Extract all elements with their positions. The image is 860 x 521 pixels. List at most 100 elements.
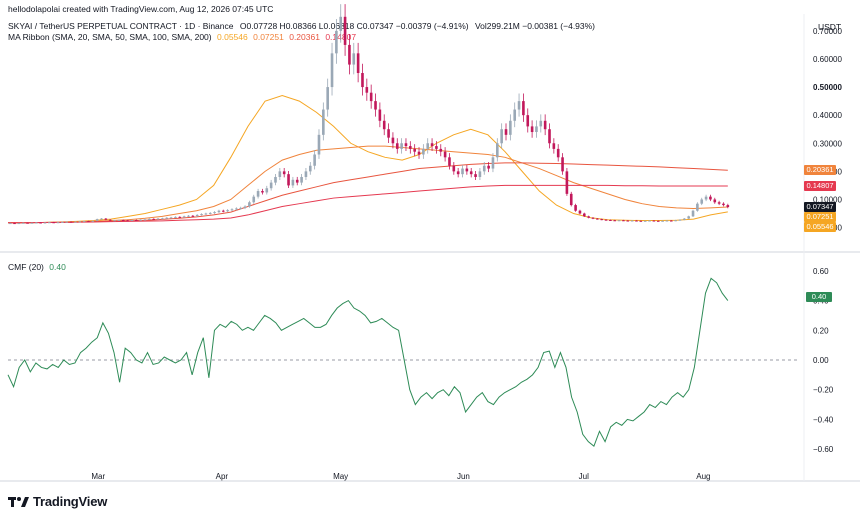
candle-body — [417, 151, 421, 155]
candle-body — [165, 217, 169, 219]
candle-body — [617, 220, 621, 222]
cmf-tick-label: −0.60 — [813, 445, 834, 454]
tradingview-logo-icon — [8, 496, 29, 507]
candle-body — [622, 220, 625, 222]
candle-body — [504, 129, 508, 135]
candle-body — [704, 196, 708, 200]
candle-body — [200, 214, 203, 216]
candle-body — [565, 171, 569, 194]
candle-body — [652, 220, 656, 222]
candle-body — [717, 202, 721, 204]
sma200-line — [8, 184, 728, 224]
candle-body — [582, 213, 586, 217]
candle-body — [195, 214, 199, 217]
candle-body — [282, 171, 286, 175]
candle-body — [643, 220, 647, 222]
candle-body — [204, 213, 208, 215]
candle-body — [361, 73, 364, 88]
candle-body — [404, 143, 408, 147]
cmf-legend[interactable]: CMF (20) 0.40 — [8, 262, 66, 272]
candle-body — [208, 212, 212, 214]
candle-body — [569, 193, 573, 206]
ma50-value: 0.07251 — [253, 32, 284, 42]
candle-body — [13, 223, 16, 225]
candle-body — [722, 203, 725, 206]
candle-body — [669, 220, 673, 222]
candle-body — [104, 218, 108, 220]
candle-body — [535, 126, 538, 133]
candle-body — [400, 143, 403, 149]
symbol-info-row: SKYAI / TetherUS PERPETUAL CONTRACT · 1D… — [8, 21, 595, 31]
candle-body — [530, 126, 534, 133]
candle-body — [152, 218, 156, 220]
candle-body — [126, 220, 129, 222]
candle-body — [713, 199, 717, 203]
candle-body — [543, 120, 547, 130]
candle-body — [469, 171, 473, 175]
cmf-tick-label: 0.60 — [813, 267, 829, 276]
price-tick-label: 0.40000 — [813, 111, 842, 120]
candle-body — [578, 210, 582, 214]
symbol-title[interactable]: SKYAI / TetherUS PERPETUAL CONTRACT · 1D… — [8, 21, 234, 31]
candle-body — [456, 171, 460, 175]
candle-body — [217, 210, 221, 213]
cmf-label: CMF (20) — [8, 262, 44, 272]
cmf-line — [7, 277, 729, 447]
volume-values: Vol299.21M −0.00381 (−4.93%) — [474, 21, 596, 31]
candle-body — [413, 148, 416, 152]
candle-body — [235, 208, 238, 210]
candle-body — [48, 222, 51, 224]
candle-body — [656, 220, 660, 222]
candle-body — [187, 215, 190, 217]
cmf-legend-value: 0.40 — [49, 262, 66, 272]
candle-body — [278, 171, 282, 177]
price-tag: 0.07251 — [804, 211, 836, 222]
candle-body — [269, 182, 273, 189]
candle-body — [161, 218, 164, 220]
candle-body — [139, 219, 142, 221]
candle-body — [474, 174, 477, 177]
candle-body — [596, 218, 599, 220]
candle-body — [300, 176, 303, 183]
candle-body — [213, 212, 216, 214]
time-tick-label: Mar — [91, 472, 105, 481]
candle-body — [308, 165, 312, 172]
candle-body — [143, 219, 147, 221]
sma20-line — [8, 94, 728, 224]
candle-body — [343, 16, 347, 45]
candle-body — [639, 220, 643, 222]
candle-body — [313, 154, 316, 166]
candle-body — [43, 222, 47, 224]
candle-body — [156, 218, 160, 220]
candle-body — [230, 209, 234, 211]
candle-body — [687, 216, 690, 219]
cmf-tick-label: 0.00 — [813, 356, 829, 365]
candle-body — [448, 157, 451, 166]
candle-body — [395, 143, 399, 149]
candle-body — [548, 129, 551, 144]
candle-body — [391, 137, 395, 144]
candle-body — [243, 206, 247, 208]
candle-body — [365, 87, 369, 93]
ma-ribbon-label: MA Ribbon (SMA, 20, SMA, 50, SMA, 100, S… — [8, 32, 212, 42]
candle-body — [430, 143, 434, 147]
candle-body — [526, 115, 530, 127]
candle-body — [78, 221, 82, 223]
candle-body — [422, 148, 425, 155]
tradingview-logo[interactable]: TradingView — [8, 494, 107, 509]
candle-body — [435, 146, 438, 149]
candle-body — [613, 220, 617, 222]
candle-body — [426, 143, 430, 149]
candle-body — [39, 222, 42, 224]
candle-body — [552, 143, 556, 149]
candle-body — [322, 109, 325, 135]
price-tick-label: 0.60000 — [813, 55, 842, 64]
candle-body — [265, 188, 269, 193]
candle-body — [496, 143, 499, 158]
candle-body — [191, 215, 195, 217]
price-tick-label: 0.50000 — [813, 83, 842, 92]
candle-body — [30, 222, 34, 224]
candle-body — [326, 87, 329, 110]
candle-body — [21, 222, 25, 224]
